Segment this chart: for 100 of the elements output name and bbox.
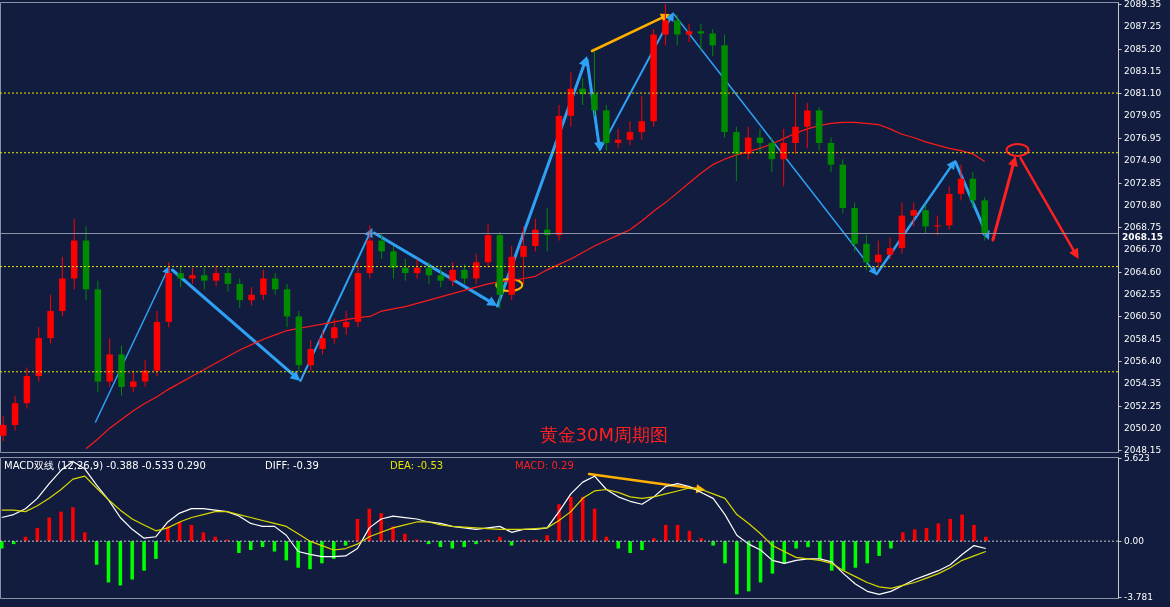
y-tick-label: 2056.40 [1124, 355, 1162, 366]
y-tick-label: 2085.20 [1124, 43, 1162, 54]
bar [699, 538, 704, 542]
candlestick [0, 415, 7, 442]
candlestick [709, 28, 716, 57]
bar [901, 532, 905, 542]
candlestick [461, 263, 468, 285]
bar [972, 524, 976, 542]
y-tick-label: 2066.70 [1124, 244, 1162, 255]
candlestick [591, 50, 598, 117]
bar [569, 496, 573, 542]
bar [628, 541, 632, 553]
y-tick-label: 2079.05 [1124, 110, 1162, 121]
candlestick [685, 23, 693, 43]
line-series [1, 475, 987, 589]
bar [462, 541, 466, 548]
bar [47, 517, 51, 542]
candlestick [437, 267, 445, 288]
candlestick [733, 126, 740, 182]
line-series [1, 460, 987, 595]
candlestick [201, 267, 208, 290]
bar [889, 541, 893, 549]
candlestick [390, 245, 397, 280]
candlestick [673, 14, 681, 46]
candlestick [378, 232, 385, 260]
y-tick-label: 2052.25 [1124, 400, 1162, 411]
bar [237, 541, 241, 553]
bar [984, 536, 988, 542]
y-tick-label: 2048.15 [1124, 445, 1162, 456]
candlestick [957, 164, 965, 201]
y-tick-label: 2068.75 [1124, 222, 1162, 232]
bar [391, 526, 395, 542]
candlestick [886, 236, 894, 260]
candlestick [224, 267, 232, 293]
y-tick-label: 2054.35 [1124, 378, 1162, 389]
candlestick [863, 234, 870, 271]
candlestick [141, 359, 149, 388]
bar [818, 541, 822, 559]
bar [794, 541, 798, 549]
bar [545, 535, 549, 542]
candlestick [875, 240, 882, 269]
candlestick [236, 278, 243, 309]
y-tick-label: 2058.45 [1124, 333, 1162, 344]
candlestick [520, 225, 527, 285]
bar [711, 541, 715, 546]
y-tick-label: 5.623 [1124, 453, 1150, 464]
candlestick [662, 3, 669, 46]
y-tick-label: 2074.90 [1124, 155, 1162, 166]
annotation: DIFF: -0.39 [265, 460, 319, 471]
candlestick [780, 128, 787, 187]
y-tick-label: 2070.80 [1124, 199, 1162, 210]
candlestick [638, 95, 646, 141]
y-tick-label: 2089.35 [1124, 0, 1162, 9]
candlestick [177, 264, 184, 288]
candlestick [130, 370, 137, 393]
candlestick [804, 102, 811, 149]
y-tick-label: 2050.20 [1124, 423, 1162, 434]
ref-line-label: 2068.15 [1122, 231, 1163, 242]
bar [130, 541, 134, 580]
candlestick [449, 261, 456, 287]
bar [165, 526, 170, 542]
bar [865, 541, 870, 564]
candlestick [331, 318, 338, 345]
bar [154, 541, 158, 559]
candlestick [922, 204, 929, 234]
candlestick [934, 215, 941, 236]
candlestick [626, 120, 634, 146]
bar [652, 538, 656, 542]
bar [640, 541, 644, 551]
bar [723, 541, 727, 564]
candlestick [402, 258, 409, 282]
bar [59, 511, 63, 542]
bar [296, 541, 300, 568]
bar [403, 533, 407, 542]
bar [806, 541, 810, 548]
candlestick [307, 339, 314, 372]
candlestick [319, 330, 326, 355]
y-tick-label: 2083.15 [1124, 65, 1162, 76]
y-tick-label: 2087.25 [1124, 21, 1162, 32]
bar [213, 536, 217, 542]
bar [735, 541, 739, 595]
candlestick [910, 202, 917, 227]
y-tick-label: 2081.10 [1124, 88, 1162, 99]
annotation: DEA: -0.53 [390, 460, 444, 471]
bar [877, 541, 881, 556]
candlestick [472, 253, 480, 285]
bar [142, 541, 146, 571]
y-tick-label: 2072.85 [1124, 177, 1162, 188]
y-tick-label: 0.00 [1124, 536, 1145, 547]
annotation: MACD: 0.29 [515, 460, 574, 471]
candlestick [260, 269, 267, 301]
y-tick-label: -3.781 [1124, 591, 1154, 602]
candlestick [11, 395, 19, 431]
y-tick-label: 2076.95 [1124, 133, 1162, 144]
candlestick [532, 218, 539, 252]
annotation: 黄金30M周期图 [539, 424, 668, 445]
bar [248, 541, 253, 551]
candlestick [792, 92, 799, 155]
bar [308, 541, 312, 570]
bar [71, 507, 75, 542]
